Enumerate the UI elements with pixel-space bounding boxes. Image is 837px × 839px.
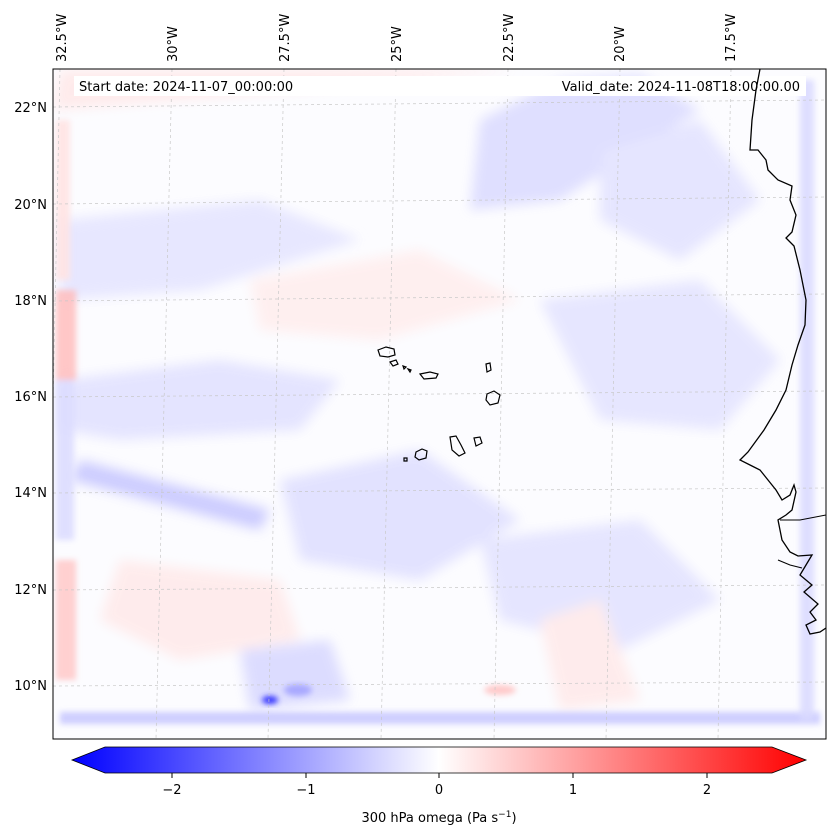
lon-label-27-5w: 27.5°W (278, 14, 293, 62)
colorbar-bar (70, 746, 808, 774)
colorbar-label: 300 hPa omega (Pa s−1) (361, 810, 516, 826)
valid-date-label: Valid_date: 2024-11-08T18:00:00.00 (562, 80, 800, 95)
lon-label-22-5w: 22.5°W (502, 14, 517, 62)
colorbar-label-prefix: 300 hPa omega (Pa s (361, 811, 498, 826)
colorbar-tick-1: 1 (569, 783, 577, 798)
lon-label-25w: 25°W (390, 26, 405, 62)
header-band (74, 76, 806, 96)
start-date-label: Start date: 2024-11-07_00:00:00 (79, 80, 293, 95)
longitude-labels: 32.5°W 30°W 27.5°W 25°W 22.5°W 20°W 17.5… (55, 14, 739, 62)
lat-label-16n: 16°N (14, 390, 47, 405)
omega-field (53, 70, 780, 710)
graticule (53, 69, 826, 739)
lon-label-20w: 20°W (613, 26, 628, 62)
lon-label-30w: 30°W (166, 26, 181, 62)
colorbar-label-suffix: ) (511, 811, 516, 826)
colorbar-tick-minus-2: −2 (162, 783, 181, 798)
lon-label-17-5w: 17.5°W (724, 14, 739, 62)
map-panel: Start date: 2024-11-07_00:00:00 Valid_da… (53, 69, 826, 739)
lon-label-32-5w: 32.5°W (55, 14, 70, 62)
lat-label-20n: 20°N (14, 198, 47, 213)
map-border (52, 68, 827, 740)
african-coastline (738, 69, 826, 635)
cape-verde-islands (377, 346, 501, 462)
lat-label-12n: 12°N (14, 583, 47, 598)
latitude-labels: 22°N 20°N 18°N 16°N 14°N 12°N 10°N (14, 101, 47, 694)
colorbar: −2 −1 0 1 2 300 hPa omega (Pa s−1) (70, 746, 808, 826)
lat-label-10n: 10°N (14, 679, 47, 694)
lat-label-22n: 22°N (14, 101, 47, 116)
colorbar-tick-2: 2 (703, 783, 711, 798)
colorbar-tick-0: 0 (435, 783, 443, 798)
lat-label-18n: 18°N (14, 294, 47, 309)
colorbar-tick-minus-1: −1 (296, 783, 315, 798)
lat-label-14n: 14°N (14, 486, 47, 501)
boundary-bands (56, 80, 820, 724)
colorbar-label-exponent: −1 (498, 810, 511, 820)
omega-minimum (262, 696, 278, 704)
